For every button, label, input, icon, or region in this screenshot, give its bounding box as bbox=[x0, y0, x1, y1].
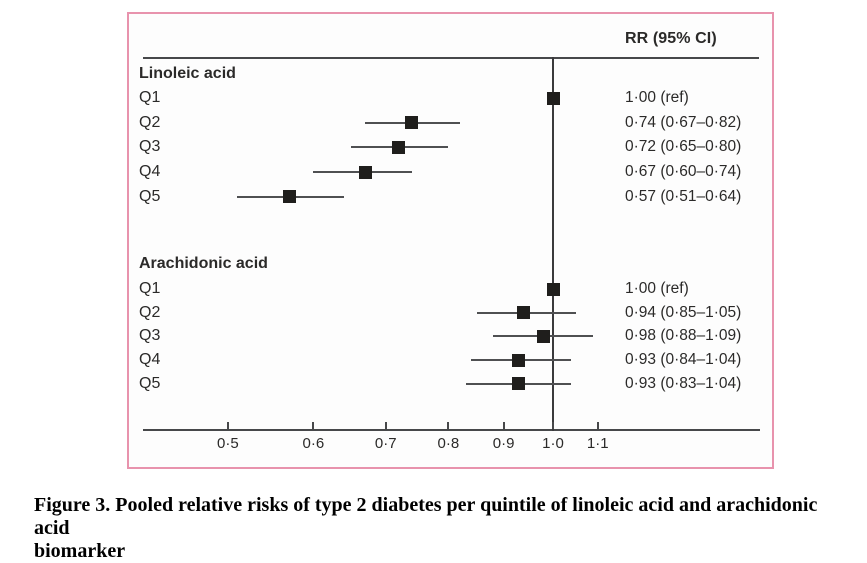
rr-column-header: RR (95% CI) bbox=[625, 30, 717, 47]
reference-line bbox=[552, 57, 554, 431]
rr-ci-value: 0·93 (0·83–1·04) bbox=[625, 374, 742, 392]
quintile-label: Q4 bbox=[139, 163, 161, 181]
quintile-label: Q1 bbox=[139, 280, 161, 297]
x-axis-tick-label: 1·1 bbox=[586, 435, 609, 452]
point-marker bbox=[405, 116, 419, 130]
point-marker bbox=[282, 190, 296, 204]
rr-ci-value: 0·93 (0·84–1·04) bbox=[625, 351, 742, 369]
quintile-label: Q2 bbox=[139, 303, 161, 321]
header-divider-line bbox=[143, 57, 759, 59]
figure-caption-line2: biomarker bbox=[34, 540, 126, 562]
rr-ci-value: 1·00 (ref) bbox=[625, 280, 689, 297]
rr-ci-value: 0·57 (0·51–0·64) bbox=[625, 187, 742, 205]
point-marker bbox=[512, 353, 526, 367]
quintile-label: Q5 bbox=[139, 187, 161, 205]
quintile-label: Q5 bbox=[139, 374, 161, 392]
figure-panel: RR (95% CI) 0·5 0·6 0·7 0·8 0·9 1·0 1·1 Linole… bbox=[127, 12, 774, 469]
x-axis-tick bbox=[312, 422, 315, 429]
x-axis-line bbox=[143, 429, 760, 431]
quintile-label: Q3 bbox=[139, 138, 161, 156]
rr-ci-value: 1·00 (ref) bbox=[625, 89, 689, 106]
page: { "colors": { "border_pink": "#e893ad", … bbox=[34, 12, 818, 562]
point-marker bbox=[517, 306, 531, 320]
x-axis-tick bbox=[502, 422, 505, 429]
rr-ci-value: 0·98 (0·88–1·09) bbox=[625, 327, 742, 345]
rr-ci-value: 0·67 (0·60–0·74) bbox=[625, 163, 742, 181]
quintile-label: Q1 bbox=[139, 89, 161, 106]
x-axis-tick-label: 0·8 bbox=[437, 435, 460, 452]
group-heading: Linoleic acid bbox=[139, 65, 236, 82]
quintile-label: Q4 bbox=[139, 351, 161, 369]
point-marker bbox=[537, 329, 551, 343]
figure-caption-line1: Figure 3. Pooled relative risks of type … bbox=[34, 494, 818, 539]
x-axis-tick bbox=[447, 422, 450, 429]
x-axis-tick bbox=[552, 422, 554, 429]
point-marker bbox=[392, 140, 406, 154]
x-axis-tick-label: 0·9 bbox=[492, 435, 515, 452]
x-axis-tick-label: 1·0 bbox=[542, 435, 564, 452]
point-marker bbox=[358, 165, 372, 179]
x-axis-tick bbox=[596, 422, 599, 429]
figure-caption: Figure 3. Pooled relative risks of type … bbox=[34, 494, 849, 563]
point-marker bbox=[546, 282, 560, 296]
point-marker bbox=[546, 91, 560, 105]
x-axis-tick-label: 0·5 bbox=[217, 435, 239, 452]
x-axis-tick-label: 0·7 bbox=[374, 435, 397, 452]
x-axis-tick-label: 0·6 bbox=[302, 435, 325, 452]
x-axis-tick bbox=[226, 422, 229, 429]
rr-ci-value: 0·94 (0·85–1·05) bbox=[625, 303, 742, 321]
quintile-label: Q3 bbox=[139, 327, 161, 345]
rr-ci-value: 0·72 (0·65–0·80) bbox=[625, 138, 742, 156]
x-axis-tick bbox=[384, 422, 387, 429]
group-heading: Arachidonic acid bbox=[139, 255, 268, 272]
quintile-label: Q2 bbox=[139, 113, 161, 131]
rr-ci-value: 0·74 (0·67–0·82) bbox=[625, 113, 742, 131]
point-marker bbox=[512, 377, 526, 391]
